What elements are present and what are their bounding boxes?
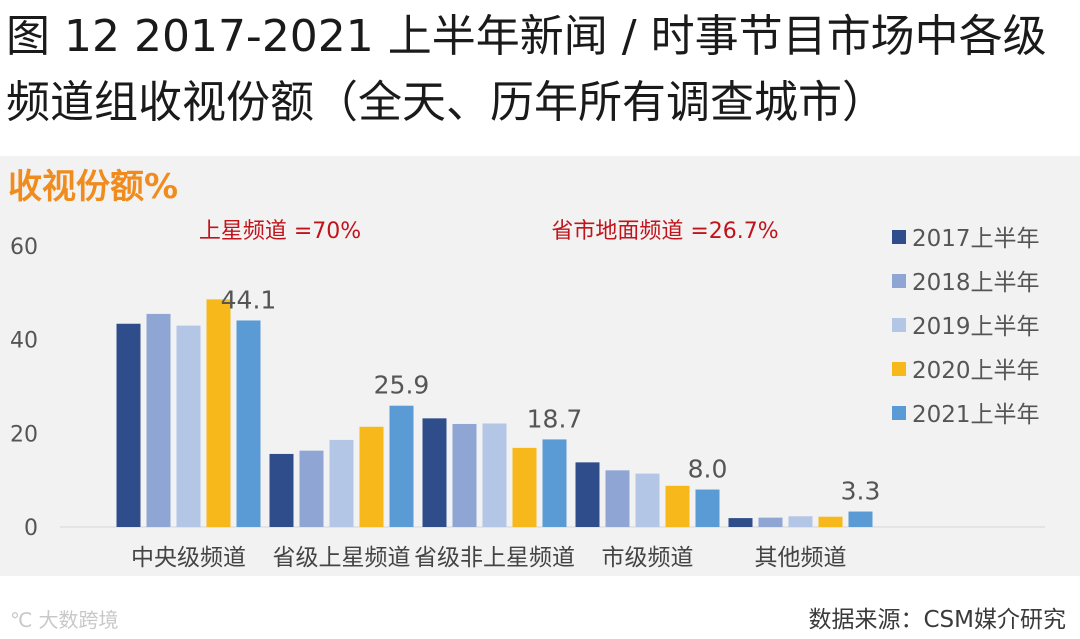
bar	[452, 423, 477, 527]
legend-label: 2019上半年	[912, 314, 1040, 340]
bar	[695, 489, 720, 527]
bar	[605, 470, 630, 527]
bar	[299, 450, 324, 527]
bar	[575, 462, 600, 527]
bar	[422, 418, 447, 527]
bar	[818, 516, 843, 527]
bar	[482, 423, 507, 527]
annotation: 省市地面频道 =26.7%	[551, 219, 778, 244]
bar	[788, 516, 813, 527]
bar	[635, 473, 660, 527]
y-tick-label: 60	[10, 235, 38, 260]
bar	[116, 323, 141, 527]
y-tick-label: 20	[10, 422, 38, 447]
x-tick-label: 其他频道	[755, 545, 847, 571]
data-label: 44.1	[221, 285, 277, 314]
legend-label: 2018上半年	[912, 270, 1040, 296]
bar-layer	[116, 299, 873, 527]
figure-title: 图 12 2017-2021 上半年新闻 / 时事节目市场中各级频道组收视份额（…	[6, 11, 1047, 128]
watermark-text: 大数跨境	[38, 608, 119, 632]
legend-label: 2017上半年	[912, 226, 1040, 252]
chart-panel: 收视份额% 0 20 40 60 中央级频道 省级上星频道 省级非上星频道 市级频道 其他频道 …	[0, 156, 1080, 576]
legend-swatch	[892, 230, 906, 244]
bar	[206, 299, 231, 527]
x-tick-label: 市级频道	[602, 545, 694, 571]
data-source: 数据来源：CSM媒介研究	[808, 607, 1066, 633]
legend: 2017上半年 2018上半年 2019上半年 2020上半年 2021上半年	[892, 226, 1040, 428]
data-label: 3.3	[841, 477, 881, 506]
bar	[848, 511, 873, 527]
bar	[176, 325, 201, 527]
bar	[542, 439, 567, 527]
legend-label: 2020上半年	[912, 358, 1040, 384]
bar	[512, 447, 537, 527]
bar	[146, 313, 171, 527]
chart-title: 收视份额%	[8, 167, 178, 207]
bar	[236, 320, 261, 527]
legend-swatch	[892, 274, 906, 288]
data-label: 18.7	[527, 404, 583, 433]
annotation: 上星频道 =70%	[199, 219, 361, 244]
legend-label: 2021上半年	[912, 402, 1040, 428]
bar	[269, 453, 294, 527]
x-tick-label: 中央级频道	[131, 545, 246, 571]
bar	[728, 518, 753, 527]
bar	[389, 405, 414, 527]
watermark: ℃ 大数跨境	[10, 604, 118, 633]
y-tick-label: 40	[10, 329, 38, 354]
x-tick-label: 省级非上星频道	[414, 545, 575, 571]
data-label: 25.9	[374, 371, 430, 400]
label-layer: 44.1 25.9 18.7 8.0 3.3 上星频道 =70% 省市地面频道 =26.7%	[199, 219, 881, 506]
legend-swatch	[892, 406, 906, 420]
watermark-logo-icon: ℃	[10, 608, 33, 632]
bar	[665, 485, 690, 527]
legend-swatch	[892, 362, 906, 376]
x-tick-label: 省级上星频道	[273, 545, 411, 571]
bar	[758, 517, 783, 527]
y-tick-label: 0	[24, 516, 38, 541]
bar	[359, 426, 384, 527]
legend-swatch	[892, 318, 906, 332]
bar	[329, 439, 354, 527]
data-label: 8.0	[688, 455, 728, 484]
